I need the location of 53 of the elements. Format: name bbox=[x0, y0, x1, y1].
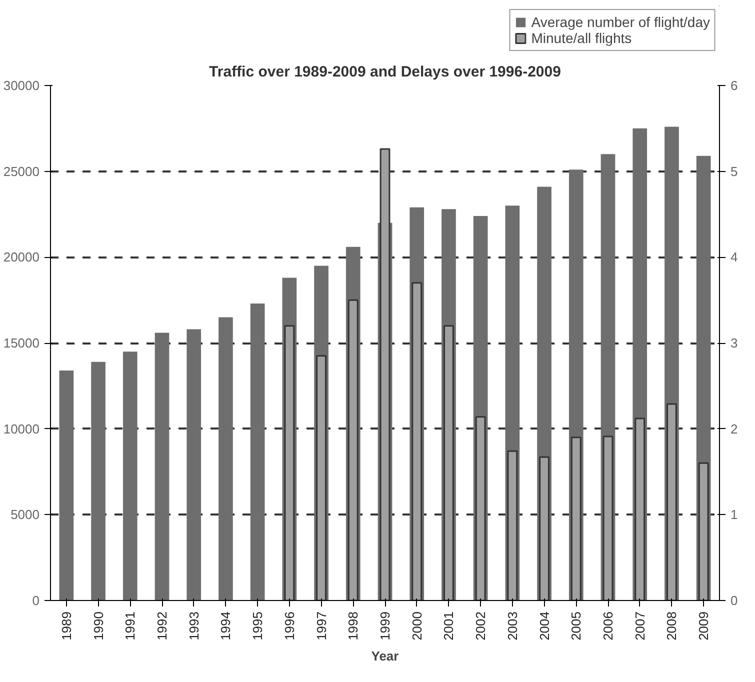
y-tick-label: 0 bbox=[32, 593, 40, 608]
bar bbox=[444, 325, 454, 600]
y2-tick-label: 2 bbox=[730, 421, 738, 436]
x-tick-label: 2004 bbox=[536, 612, 552, 640]
x-tick-label: 2006 bbox=[600, 612, 616, 640]
bar bbox=[59, 370, 74, 600]
x-tick-label: 1995 bbox=[250, 612, 266, 640]
x-tick-label: 1992 bbox=[154, 612, 170, 640]
bar bbox=[218, 317, 233, 600]
bar bbox=[186, 329, 202, 600]
x-tick-label: 2005 bbox=[568, 612, 584, 640]
bar bbox=[602, 436, 614, 600]
bar bbox=[634, 418, 646, 600]
y-tick-label: 30000 bbox=[3, 78, 40, 93]
x-tick-label: 1997 bbox=[314, 612, 329, 640]
x-tick-label: 1999 bbox=[378, 612, 392, 640]
bar bbox=[316, 355, 326, 600]
legend-label: Minute/all flights bbox=[531, 30, 632, 46]
bar bbox=[539, 456, 550, 600]
x-tick-label: 2008 bbox=[664, 612, 680, 640]
y-tick-label: 20000 bbox=[3, 250, 40, 265]
bar bbox=[122, 352, 138, 600]
y-tick-label: 15000 bbox=[3, 336, 40, 350]
y-tick-label: 5000 bbox=[10, 507, 40, 522]
x-tick-label: 2000 bbox=[409, 612, 424, 640]
y2-tick-label: 0 bbox=[730, 593, 738, 608]
x-tick-label: 1996 bbox=[282, 612, 297, 640]
y2-tick-label: 5 bbox=[730, 164, 738, 179]
x-axis-title: Year bbox=[371, 648, 399, 664]
x-tick-label: 2009 bbox=[696, 612, 712, 640]
chart-title: Traffic over 1989-2009 and Delays over 1996-2009 bbox=[209, 64, 561, 80]
y2-tick-label: 3 bbox=[730, 336, 738, 350]
x-tick-label: 1989 bbox=[58, 612, 74, 640]
y2-tick-label: 6 bbox=[730, 78, 738, 93]
bar bbox=[250, 304, 265, 600]
x-tick-label: 1998 bbox=[346, 612, 361, 640]
bar bbox=[154, 332, 170, 600]
x-tick-label: 1994 bbox=[218, 612, 234, 640]
bar bbox=[91, 362, 106, 600]
bar bbox=[570, 436, 582, 600]
x-tick-label: 2001 bbox=[441, 612, 456, 640]
y2-tick-label: 1 bbox=[730, 507, 738, 522]
y2-tick-label: 4 bbox=[730, 250, 738, 265]
x-tick-label: 2007 bbox=[632, 612, 648, 640]
x-tick-label: 1993 bbox=[186, 612, 202, 640]
x-tick-label: 2002 bbox=[473, 612, 488, 640]
legend-label: Average number of flight/day bbox=[531, 14, 710, 30]
x-tick-label: 1991 bbox=[122, 612, 138, 640]
x-tick-label: 1990 bbox=[90, 612, 106, 640]
y-tick-label: 10000 bbox=[3, 421, 40, 436]
bar bbox=[666, 403, 677, 600]
x-tick-label: 2003 bbox=[504, 612, 520, 640]
y-tick-label: 25000 bbox=[3, 164, 40, 179]
